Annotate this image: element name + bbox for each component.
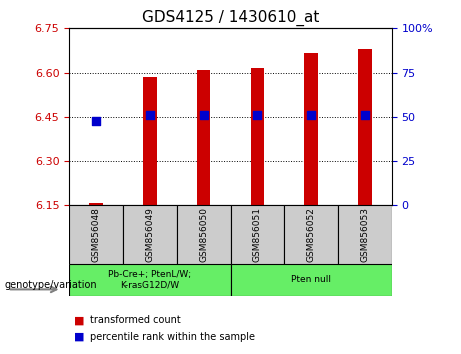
Bar [197, 70, 210, 205]
Bar [358, 49, 372, 205]
Text: ■: ■ [74, 332, 84, 342]
Point [254, 113, 261, 118]
Bar [304, 53, 318, 205]
Text: GSM856053: GSM856053 [361, 207, 369, 262]
Text: GSM856050: GSM856050 [199, 207, 208, 262]
Point [307, 113, 315, 118]
Bar [177, 205, 230, 264]
Bar [230, 205, 284, 264]
Text: GSM856049: GSM856049 [145, 207, 154, 262]
Bar [143, 77, 157, 205]
Bar [251, 68, 264, 205]
Text: percentile rank within the sample: percentile rank within the sample [90, 332, 255, 342]
Bar [69, 205, 123, 264]
Text: GSM856052: GSM856052 [307, 207, 316, 262]
Text: genotype/variation: genotype/variation [5, 280, 97, 290]
Text: GSM856051: GSM856051 [253, 207, 262, 262]
Bar [338, 205, 392, 264]
Point [361, 113, 369, 118]
Bar [230, 264, 392, 296]
Text: GSM856048: GSM856048 [92, 207, 100, 262]
Title: GDS4125 / 1430610_at: GDS4125 / 1430610_at [142, 9, 319, 25]
Point [92, 119, 100, 124]
Text: Pb-Cre+; PtenL/W;
K-rasG12D/W: Pb-Cre+; PtenL/W; K-rasG12D/W [108, 270, 191, 289]
Text: transformed count: transformed count [90, 315, 181, 325]
Point [146, 113, 154, 118]
Bar [123, 205, 177, 264]
Bar [284, 205, 338, 264]
Bar [89, 203, 103, 205]
Text: ■: ■ [74, 315, 84, 325]
Text: Pten null: Pten null [291, 275, 331, 284]
Bar [69, 264, 230, 296]
Point [200, 113, 207, 118]
